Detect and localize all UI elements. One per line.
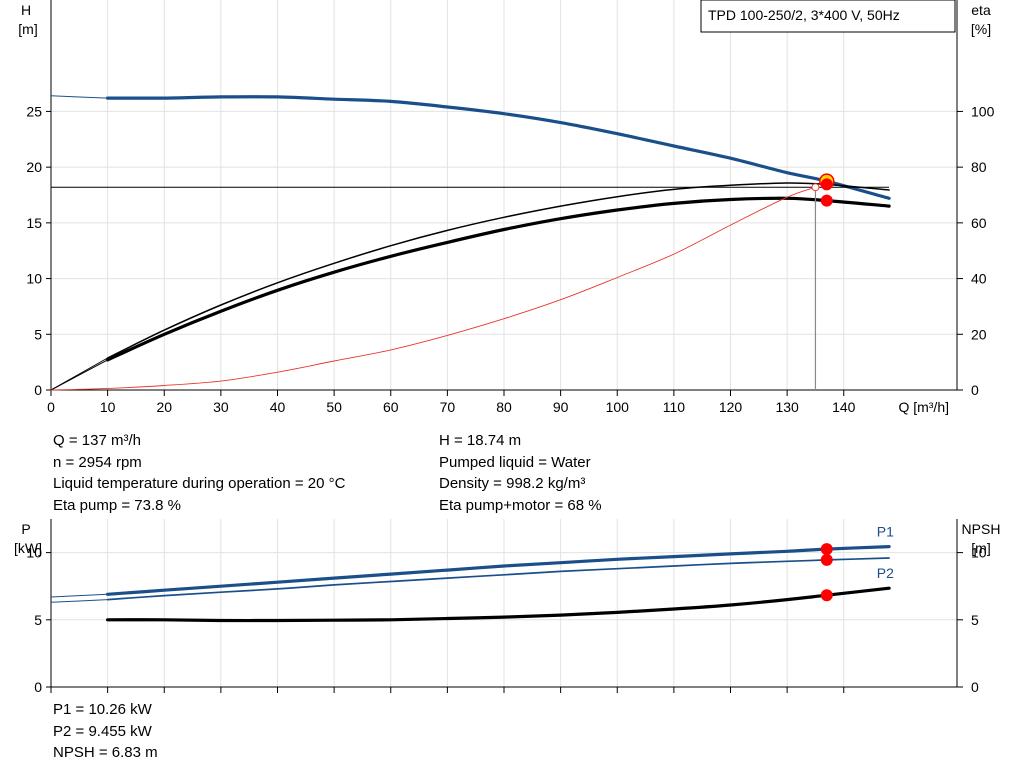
duty-point-eta-pump-marker xyxy=(820,178,833,191)
info-p2: P2 = 9.455 kW xyxy=(53,722,152,740)
operating-info-right: H = 18.74 m Pumped liquid = Water Densit… xyxy=(439,430,602,516)
main-y-right-tick-label: 40 xyxy=(971,271,987,287)
duty-point-npsh-marker xyxy=(820,589,833,602)
curve-P2 xyxy=(106,557,890,601)
curve-eta_total-leadin xyxy=(50,359,108,391)
main-y-left-tick-label: 15 xyxy=(26,215,42,231)
main-y-right-tick-label: 60 xyxy=(971,215,987,231)
main-y-left-unit: [m] xyxy=(18,21,37,37)
main-y-right-tick-label: 0 xyxy=(971,382,979,398)
info-pumped-liquid: Pumped liquid = Water xyxy=(439,453,591,471)
power-info: P1 = 10.26 kW P2 = 9.455 kW NPSH = 6.83 … xyxy=(53,699,158,764)
x-tick-label: 110 xyxy=(663,399,686,415)
system-intersection-point xyxy=(811,183,820,192)
main-y-left-tick-label: 20 xyxy=(26,159,42,175)
main-y-right-label: eta xyxy=(971,2,991,18)
power-y-right-label: NPSH xyxy=(962,521,1001,537)
info-eta-pump: Eta pump = 73.8 % xyxy=(53,496,181,514)
x-axis-label: Q [m³/h] xyxy=(898,399,949,415)
power-y-left-tick-label: 5 xyxy=(34,612,42,628)
curve-P1 xyxy=(106,545,891,596)
duty-point-p1-marker xyxy=(820,543,833,556)
x-tick-label: 50 xyxy=(326,399,342,415)
curve-system xyxy=(50,186,816,391)
curve-eta_pump xyxy=(106,182,890,359)
info-speed: n = 2954 rpm xyxy=(53,453,142,471)
x-tick-label: 0 xyxy=(47,399,55,415)
x-tick-label: 10 xyxy=(100,399,116,415)
x-tick-label: 70 xyxy=(440,399,456,415)
duty-point-eta-total-marker xyxy=(820,194,833,207)
main-y-left-tick-label: 5 xyxy=(34,326,42,342)
series-label-P1: P1 xyxy=(877,524,894,540)
info-p1: P1 = 10.26 kW xyxy=(53,701,152,718)
info-liquid-temperature: Liquid temperature during operation = 20… xyxy=(53,475,346,492)
x-tick-label: 60 xyxy=(383,399,399,415)
x-tick-label: 90 xyxy=(553,399,569,415)
power-y-right-unit: [m] xyxy=(971,540,990,556)
x-tick-label: 30 xyxy=(213,399,229,415)
main-y-right-tick-label: 100 xyxy=(971,103,995,119)
curve-H-leadin xyxy=(50,95,108,99)
duty-point-p2-marker xyxy=(820,553,833,566)
x-tick-label: 40 xyxy=(270,399,286,415)
x-tick-label: 140 xyxy=(832,399,856,415)
info-npsh: NPSH = 6.83 m xyxy=(53,744,158,761)
main-y-left-tick-label: 25 xyxy=(26,103,42,119)
info-eta-pump-motor: Eta pump+motor = 68 % xyxy=(439,496,602,514)
curve-P1-leadin xyxy=(50,593,108,598)
power-y-left-tick-label: 10 xyxy=(26,545,42,561)
info-head: H = 18.74 m xyxy=(439,432,522,449)
main-y-left-tick-label: 10 xyxy=(26,271,42,287)
power-y-left-label: P xyxy=(21,521,30,537)
power-y-right-tick-label: 0 xyxy=(971,679,979,695)
info-density: Density = 998.2 kg/m³ xyxy=(439,475,586,492)
info-flow: Q = 137 m³/h xyxy=(53,432,141,449)
power-y-right-tick-label: 5 xyxy=(971,612,979,628)
x-tick-label: 100 xyxy=(606,399,630,415)
x-tick-label: 120 xyxy=(719,399,743,415)
title-box: TPD 100-250/2, 3*400 V, 50Hz xyxy=(700,0,956,33)
chart-title: TPD 100-250/2, 3*400 V, 50Hz xyxy=(708,7,900,23)
curve-H xyxy=(106,95,891,200)
series-label-P2: P2 xyxy=(877,565,894,581)
curve-P2-leadin xyxy=(50,599,108,603)
power-y-left-unit: [kW] xyxy=(14,540,42,556)
curve-eta_total xyxy=(106,196,891,362)
main-y-left-tick-label: 0 xyxy=(34,382,42,398)
curve-NPSH xyxy=(106,586,891,623)
main-y-left-label: H xyxy=(21,2,31,18)
power-y-right-tick-label: 10 xyxy=(971,545,987,561)
power-y-left-tick-label: 0 xyxy=(34,679,42,695)
main-y-right-tick-label: 20 xyxy=(971,326,987,342)
operating-info-left: Q = 137 m³/h n = 2954 rpm Liquid tempera… xyxy=(53,430,345,516)
x-tick-label: 20 xyxy=(156,399,172,415)
x-tick-label: 80 xyxy=(496,399,512,415)
x-tick-label: 130 xyxy=(775,399,799,415)
main-y-right-unit: [%] xyxy=(971,21,991,37)
main-y-right-tick-label: 80 xyxy=(971,159,987,175)
